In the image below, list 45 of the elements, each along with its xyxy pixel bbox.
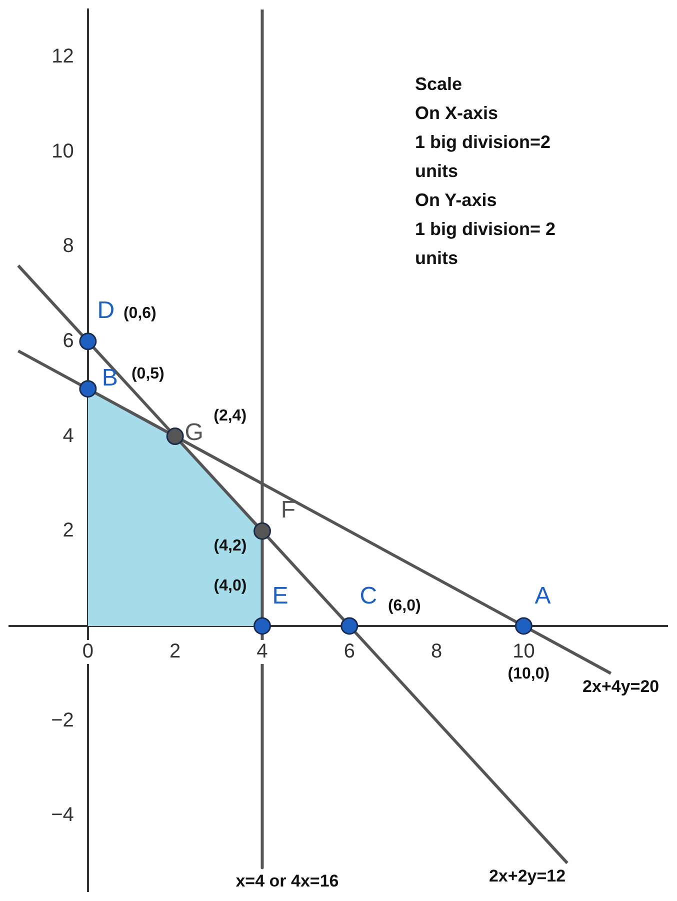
x-tick-label: 4	[256, 640, 268, 662]
annotation: units	[415, 248, 458, 268]
y-tick-label: 10	[52, 140, 74, 162]
x-tick-label: 10	[512, 640, 535, 662]
x-tick-label: 2	[170, 640, 181, 662]
annotation: (4,2)	[214, 538, 247, 555]
point	[79, 380, 97, 398]
annotation: F	[280, 496, 296, 524]
annotation: Scale	[415, 74, 462, 94]
series-label: 2x+2y=12	[488, 866, 566, 886]
annotation: E	[272, 582, 288, 610]
annotation: On X-axis	[415, 102, 498, 123]
point	[253, 522, 271, 540]
point	[79, 332, 97, 350]
x-tick-label: 6	[344, 640, 355, 662]
series-label: 2x+4y=20	[582, 677, 660, 696]
y-tick-label: 2	[62, 520, 74, 542]
annotation: C	[360, 582, 378, 610]
x-tick-label: 0	[82, 640, 94, 662]
annotation: D	[97, 297, 115, 324]
annotation: (6,0)	[388, 597, 421, 614]
point	[253, 617, 271, 635]
annotation: On Y-axis	[415, 190, 497, 210]
point	[340, 617, 358, 635]
y-tick-label: 8	[62, 235, 74, 258]
annotation: G	[184, 418, 204, 446]
y-tick-label: −2	[51, 709, 74, 732]
annotation: (0,5)	[131, 365, 164, 382]
annotation: 1 big division= 2	[415, 218, 556, 239]
annotation: (10,0)	[508, 665, 550, 682]
annotation: (4,0)	[214, 577, 247, 594]
x-tick-label: 8	[430, 640, 442, 662]
annotation: (0,6)	[123, 304, 156, 322]
point	[166, 428, 184, 446]
annotation: (2,4)	[214, 408, 247, 425]
y-tick-label: 12	[52, 45, 74, 68]
series-label: x=4 or 4x=16	[236, 871, 339, 890]
annotation: B	[102, 364, 118, 392]
annotation: 1 big division=2	[415, 132, 551, 152]
annotation: A	[534, 582, 551, 610]
annotation: units	[415, 160, 458, 181]
point	[514, 617, 532, 635]
y-tick-label: −4	[51, 804, 74, 826]
y-tick-label: 6	[62, 330, 74, 352]
y-tick-label: 4	[62, 424, 74, 447]
